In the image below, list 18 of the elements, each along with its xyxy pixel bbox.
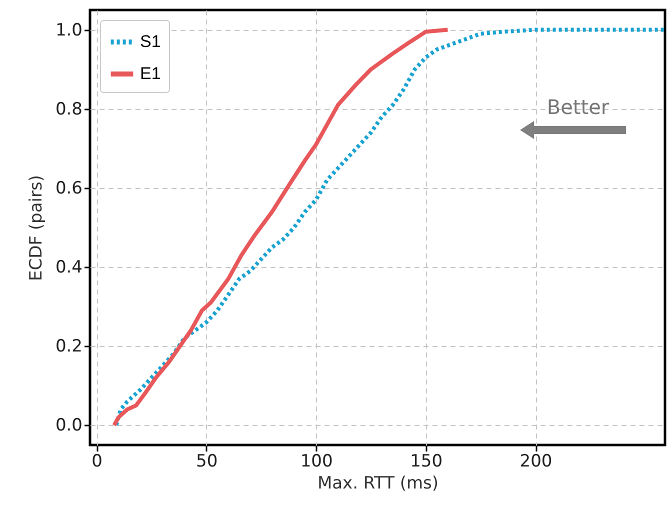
x-tick-label: 50	[196, 452, 218, 472]
y-axis-title: ECDF (pairs)	[26, 175, 46, 281]
legend-label: E1	[140, 64, 161, 83]
y-tick-label: 0.8	[55, 99, 82, 120]
annotation: Better	[546, 95, 610, 119]
x-tick-label: 200	[520, 452, 552, 472]
x-axis-title: Max. RTT (ms)	[317, 474, 439, 494]
y-tick-label: 0.0	[55, 416, 82, 436]
legend-label: S1	[140, 32, 161, 51]
x-tick-label: 150	[410, 452, 443, 472]
y-tick-label: 0.6	[55, 178, 82, 198]
y-tick-label: 1.0	[55, 20, 82, 40]
x-tick-label: 0	[92, 452, 102, 472]
y-tick-label: 0.2	[55, 336, 82, 357]
line-series	[114, 28, 667, 428]
x-tick-label: 100	[300, 452, 333, 472]
line-series	[112, 28, 450, 428]
y-tick-label: 0.4	[55, 258, 82, 278]
